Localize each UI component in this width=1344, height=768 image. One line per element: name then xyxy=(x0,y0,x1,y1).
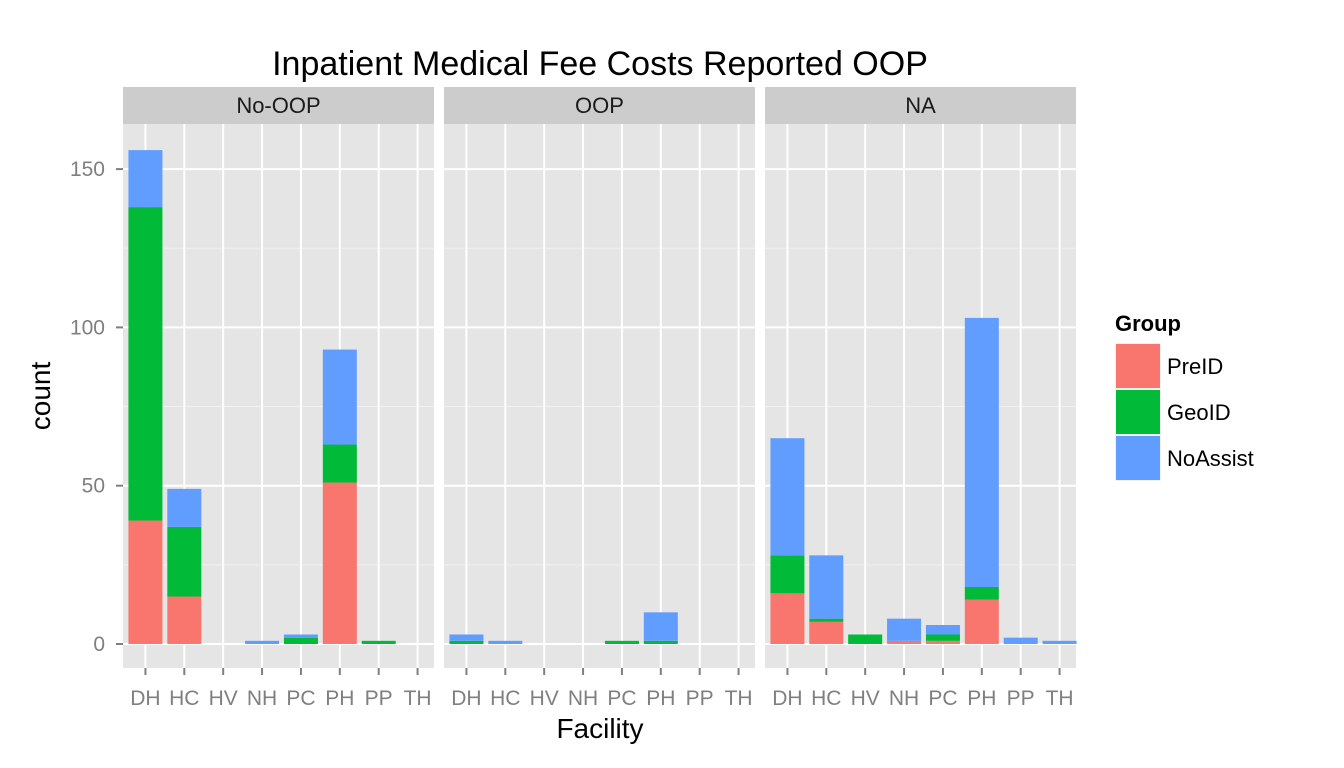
bar-noassist-th xyxy=(1042,640,1077,644)
facet-strip xyxy=(765,87,1076,124)
legend-label-preid: PreID xyxy=(1167,354,1223,379)
facet-strip-label: NA xyxy=(905,93,936,118)
bar-preid-ph xyxy=(322,482,357,644)
x-tick-label: HC xyxy=(169,687,199,710)
facet-strip xyxy=(123,87,434,124)
bar-geoid-pc xyxy=(925,634,960,641)
bar-noassist-pc xyxy=(283,634,318,638)
bar-preid-pc xyxy=(925,640,960,644)
bar-geoid-hc xyxy=(809,618,844,622)
bar-noassist-dh xyxy=(770,438,805,556)
bar-noassist-hc xyxy=(809,555,844,619)
bar-preid-dh xyxy=(770,593,805,644)
bar-geoid-hc xyxy=(167,526,202,597)
facet-panel-no-oop: No-OOP DH HC HV NH PC PH PP TH xyxy=(123,87,434,710)
x-tick-label: HV xyxy=(530,687,559,710)
x-tick-label: TH xyxy=(1046,687,1074,710)
x-tick-label: HV xyxy=(851,687,880,710)
y-tick-label: 0 xyxy=(93,633,105,656)
y-tick-label: 150 xyxy=(70,158,105,181)
y-tick-label: 50 xyxy=(82,475,105,498)
bar-noassist-dh xyxy=(128,150,163,208)
legend: Group PreID GeoID NoAssist xyxy=(1115,311,1254,481)
facet-panel-na: NA DH HC HV NH PC PH PP TH xyxy=(765,87,1077,710)
bar-geoid-dh xyxy=(128,207,163,521)
legend-title: Group xyxy=(1115,311,1181,336)
bar-geoid-ph xyxy=(643,640,678,644)
bar-noassist-pc xyxy=(925,625,960,635)
bar-noassist-hc xyxy=(167,488,202,527)
x-tick-label: PP xyxy=(1007,687,1035,710)
bar-geoid-dh xyxy=(449,640,484,644)
bar-geoid-pp xyxy=(361,640,396,644)
bar-noassist-nh xyxy=(887,618,922,641)
bar-noassist-pp xyxy=(1003,637,1038,644)
x-tick-label: PC xyxy=(286,687,315,710)
bar-noassist-ph xyxy=(322,349,357,445)
bar-noassist-dh xyxy=(449,634,484,641)
x-tick-label: DH xyxy=(130,687,160,710)
bar-geoid-pc xyxy=(604,640,639,644)
facet-panel-oop: OOP DH HC HV NH PC PH PP TH xyxy=(444,87,755,710)
x-tick-label: PP xyxy=(365,687,393,710)
bar-noassist-hc xyxy=(488,640,523,644)
x-tick-label: NH xyxy=(247,687,277,710)
x-tick-label: HC xyxy=(490,687,520,710)
legend-swatch-preid xyxy=(1116,344,1160,388)
x-tick-label: PC xyxy=(607,687,636,710)
bar-preid-dh xyxy=(128,520,163,644)
bar-geoid-pc xyxy=(283,637,318,644)
legend-label-geoid: GeoID xyxy=(1167,400,1231,425)
x-tick-label: TH xyxy=(725,687,753,710)
chart-title: Inpatient Medical Fee Costs Reported OOP xyxy=(272,45,928,83)
x-tick-label: PP xyxy=(686,687,714,710)
x-tick-label: PH xyxy=(325,687,354,710)
legend-swatch-geoid xyxy=(1116,390,1160,434)
x-tick-label: DH xyxy=(451,687,481,710)
panels-layer: No-OOP DH HC HV NH PC PH PP TH OOP DH HC HV NH PC PH PP T… xyxy=(123,87,1077,710)
bar-geoid-dh xyxy=(770,555,805,594)
x-tick-label: PC xyxy=(928,687,957,710)
x-tick-label: DH xyxy=(772,687,802,710)
bar-noassist-ph xyxy=(964,317,999,588)
bar-preid-hc xyxy=(167,596,202,644)
x-tick-label: TH xyxy=(404,687,432,710)
bar-geoid-ph xyxy=(964,587,999,600)
x-tick-label: HV xyxy=(209,687,238,710)
legend-label-noassist: NoAssist xyxy=(1167,446,1254,471)
x-tick-label: NH xyxy=(568,687,598,710)
y-axis: 0 50 100 150 xyxy=(70,158,123,656)
bar-preid-hc xyxy=(809,621,844,644)
bar-geoid-hv xyxy=(848,634,883,644)
facet-strip-label: OOP xyxy=(575,93,624,118)
x-tick-label: HC xyxy=(811,687,841,710)
y-tick-label: 100 xyxy=(70,316,105,339)
facet-strip xyxy=(444,87,755,124)
panel-background xyxy=(444,124,755,668)
x-tick-label: PH xyxy=(646,687,675,710)
x-tick-label: NH xyxy=(889,687,919,710)
bar-geoid-ph xyxy=(322,444,357,483)
y-axis-title: count xyxy=(25,362,56,431)
x-tick-label: PH xyxy=(967,687,996,710)
x-axis-title: Facility xyxy=(556,713,643,744)
bar-noassist-ph xyxy=(643,612,678,641)
bar-preid-ph xyxy=(964,599,999,644)
bar-noassist-nh xyxy=(245,640,280,644)
bar-preid-nh xyxy=(887,640,922,644)
legend-swatch-noassist xyxy=(1116,436,1160,480)
facet-strip-label: No-OOP xyxy=(236,93,320,118)
